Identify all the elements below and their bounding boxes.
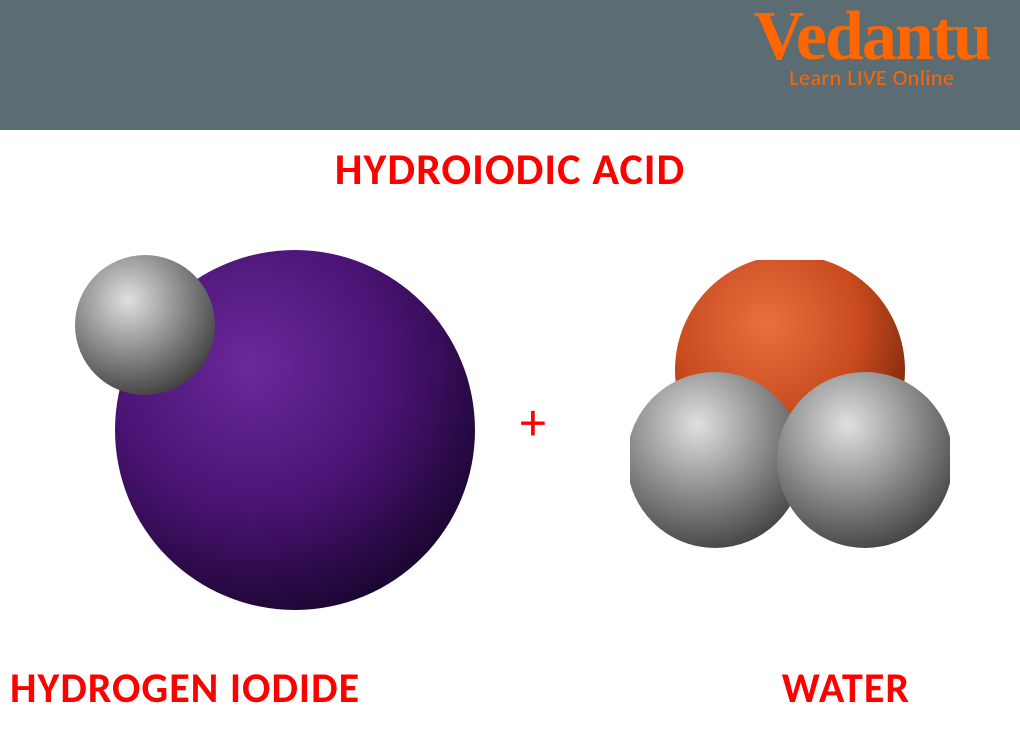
hi-molecule-svg (60, 220, 500, 640)
label-hydrogen-iodide: HYDROGEN IODIDE (10, 663, 360, 714)
bottom-labels: HYDROGEN IODIDE WATER (0, 663, 1020, 714)
water-molecule-svg (630, 260, 950, 560)
hydrogen-iodide-molecule (60, 220, 480, 620)
label-water: WATER (782, 663, 910, 714)
brand-logo: Vedantu Learn LIVE Online (754, 5, 990, 91)
plus-operator: + (520, 390, 546, 454)
hydrogen-atom (75, 255, 215, 395)
header-bar: Vedantu Learn LIVE Online (0, 0, 1020, 130)
page-title: HYDROIODIC ACID (0, 142, 1020, 196)
water-molecule (630, 260, 950, 560)
logo-text: Vedantu (754, 5, 990, 68)
hydrogen-atom-2 (777, 372, 950, 548)
molecules-row: + (0, 210, 1020, 630)
